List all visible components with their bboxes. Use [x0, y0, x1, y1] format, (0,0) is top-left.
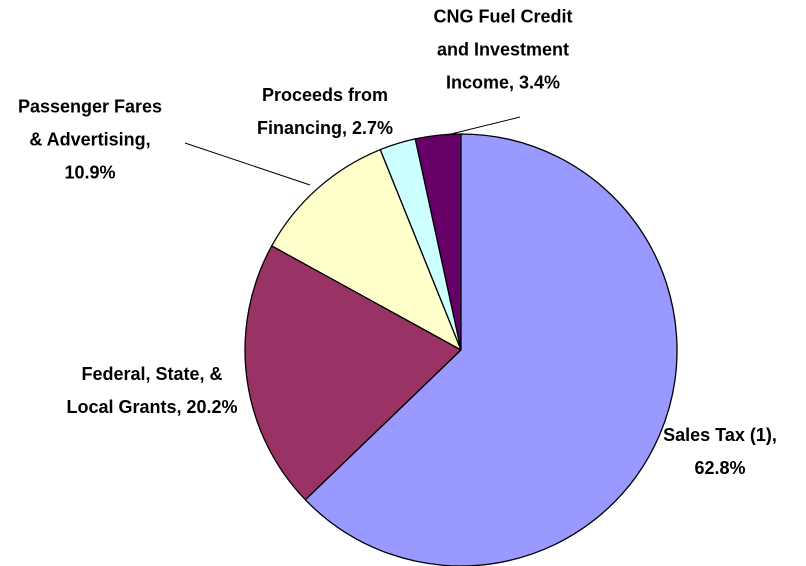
- category-name: Sales Tax (1),: [663, 425, 777, 445]
- category-name: Proceeds from Financing,: [256, 85, 389, 138]
- leader-line: [184, 142, 311, 186]
- pie-slice: [244, 245, 463, 501]
- pie-slice: [270, 148, 463, 352]
- value-label: 2.7%: [351, 118, 394, 138]
- data-label: Passenger Fares & Advertising, 10.9%: [11, 91, 169, 190]
- category-name: Passenger Fares & Advertising,: [17, 96, 163, 150]
- value-label: 20.2%: [186, 397, 238, 417]
- category-name: CNG Fuel Credit and Investment Income,: [433, 6, 573, 93]
- value-label: 10.9%: [64, 162, 116, 183]
- data-label: CNG Fuel Credit and Investment Income, 3…: [423, 1, 583, 100]
- value-label: 62.8%: [694, 458, 746, 478]
- data-label: Federal, State, & Local Grants, 20.2%: [65, 358, 240, 424]
- pie-slice: [304, 133, 678, 566]
- category-name: Federal, State, & Local Grants,: [66, 364, 223, 417]
- data-label: Sales Tax (1), 62.8%: [640, 419, 800, 485]
- data-label: Proceeds from Financing, 2.7%: [245, 79, 405, 145]
- leader-line: [446, 116, 521, 136]
- value-label: 3.4%: [519, 72, 561, 93]
